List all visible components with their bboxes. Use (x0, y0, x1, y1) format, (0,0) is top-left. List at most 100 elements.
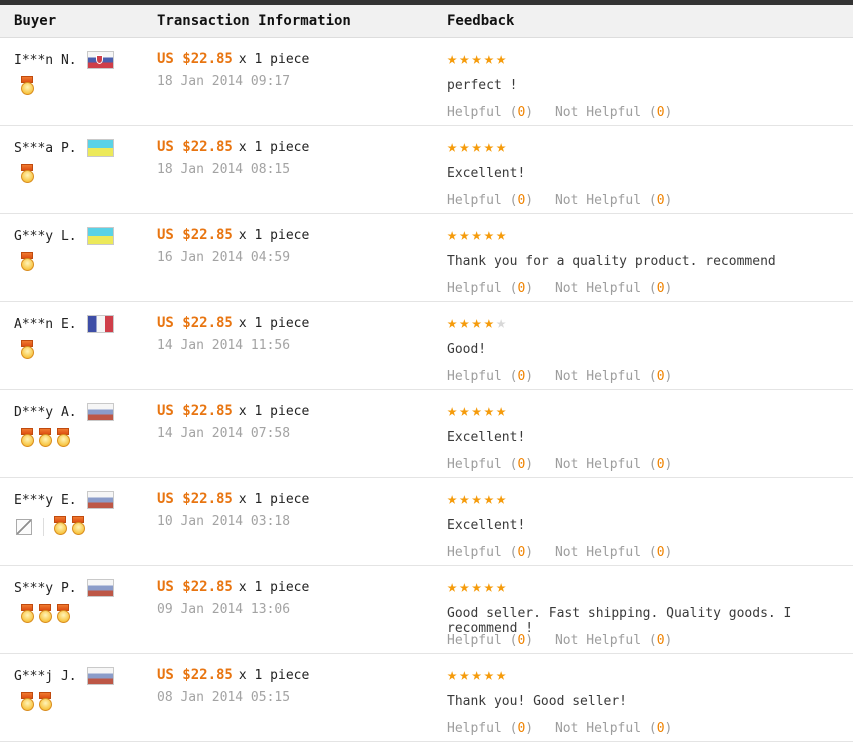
star-icon: ★ (471, 225, 482, 245)
star-icon: ★ (496, 401, 507, 421)
order-quantity: x 1 piece (238, 140, 310, 155)
feedback-cell: ★ ★ ★ ★ ★ perfect ! Helpful (0) Not Helpful … (447, 51, 853, 125)
buyer-name: G***y L. (14, 228, 77, 244)
star-icon: ★ (447, 137, 458, 157)
feedback-cell: ★ ★ ★ ★ ★ Thank you! Good seller! Helpful (0… (447, 667, 853, 741)
star-icon: ★ (483, 137, 494, 157)
star-icon: ★ (459, 401, 470, 421)
medal-icon (38, 603, 52, 623)
table-top-border (0, 0, 853, 5)
buyer-cell: D***y A. (14, 403, 157, 477)
medal-icon (38, 427, 52, 447)
medal-icon (56, 427, 70, 447)
star-icon: ★ (447, 577, 458, 597)
helpful-count: 0 (517, 721, 526, 736)
star-icon: ★ (471, 137, 482, 157)
star-icon: ★ (496, 489, 507, 509)
order-quantity: x 1 piece (238, 228, 310, 243)
star-icon: ★ (459, 137, 470, 157)
medal-icon (38, 691, 52, 711)
column-header-transaction: Transaction Information (157, 13, 351, 29)
feedback-comment: Excellent! (447, 430, 526, 445)
not-helpful-count: 0 (656, 633, 665, 648)
transaction-cell: US $22.85 x 1 piece 09 Jan 2014 13:06 (157, 579, 447, 653)
order-date: 18 Jan 2014 08:15 (157, 162, 291, 177)
feedback-comment: Good! (447, 342, 487, 357)
country-flag-icon (86, 227, 114, 245)
not-helpful-button[interactable]: Not Helpful (0) (554, 457, 673, 472)
medal-icon (20, 691, 34, 711)
feedback-comment: Thank you for a quality product. recomme… (447, 254, 776, 269)
star-icon: ★ (471, 49, 482, 69)
not-helpful-button[interactable]: Not Helpful (0) (554, 369, 673, 384)
helpful-count: 0 (517, 457, 526, 472)
feedback-cell: ★ ★ ★ ★ ★ Excellent! Helpful (0) Not Helpful… (447, 491, 853, 565)
star-icon: ★ (471, 489, 482, 509)
buyer-name: I***n N. (14, 52, 77, 68)
not-helpful-button[interactable]: Not Helpful (0) (554, 281, 673, 296)
star-rating: ★ ★ ★ ★ ★ (447, 403, 853, 421)
star-icon: ★ (459, 313, 470, 333)
order-date: 10 Jan 2014 03:18 (157, 514, 291, 529)
buyer-name: A***n E. (14, 316, 77, 332)
medal-icons (20, 163, 38, 187)
star-icon: ★ (483, 313, 494, 333)
feedback-list: I***n N. US $22.85 x 1 piece 18 Jan 2014 … (0, 38, 853, 742)
buyer-cell: S***a P. (14, 139, 157, 213)
buyer-badges (14, 691, 157, 713)
helpful-button[interactable]: Helpful (0) (447, 721, 534, 736)
order-price: US $22.85 (157, 579, 233, 595)
star-icon: ★ (496, 49, 507, 69)
table-header: Buyer Transaction Information Feedback (0, 5, 853, 38)
helpful-button[interactable]: Helpful (0) (447, 457, 534, 472)
transaction-cell: US $22.85 x 1 piece 10 Jan 2014 03:18 (157, 491, 447, 565)
order-price: US $22.85 (157, 139, 233, 155)
buyer-cell: G***j J. (14, 667, 157, 741)
star-icon: ★ (459, 489, 470, 509)
transaction-cell: US $22.85 x 1 piece 14 Jan 2014 11:56 (157, 315, 447, 389)
helpful-button[interactable]: Helpful (0) (447, 281, 534, 296)
feedback-cell: ★ ★ ★ ★ ★ Excellent! Helpful (0) Not Helpful… (447, 403, 853, 477)
not-helpful-count: 0 (656, 545, 665, 560)
order-date: 18 Jan 2014 09:17 (157, 74, 291, 89)
medal-icon (20, 75, 34, 95)
buyer-name: E***y E. (14, 492, 77, 508)
star-icon: ★ (471, 577, 482, 597)
not-helpful-button[interactable]: Not Helpful (0) (554, 721, 673, 736)
not-helpful-count: 0 (656, 105, 665, 120)
feedback-comment: perfect ! (447, 78, 518, 93)
buyer-name: S***y P. (14, 580, 77, 596)
helpful-button[interactable]: Helpful (0) (447, 105, 534, 120)
not-helpful-button[interactable]: Not Helpful (0) (554, 193, 673, 208)
not-helpful-count: 0 (656, 281, 665, 296)
helpful-count: 0 (517, 281, 526, 296)
star-icon: ★ (447, 225, 458, 245)
star-icon: ★ (496, 137, 507, 157)
column-header-buyer: Buyer (14, 13, 57, 29)
order-date: 16 Jan 2014 04:59 (157, 250, 291, 265)
buyer-cell: S***y P. (14, 579, 157, 653)
broken-image-icon (16, 519, 32, 535)
buyer-badges (14, 75, 157, 97)
not-helpful-button[interactable]: Not Helpful (0) (554, 105, 673, 120)
star-icon: ★ (483, 401, 494, 421)
star-icon: ★ (447, 401, 458, 421)
order-price: US $22.85 (157, 227, 233, 243)
star-rating: ★ ★ ★ ★ ★ (447, 227, 853, 245)
feedback-cell: ★ ★ ★ ★ ★ Good seller. Fast shipping. Qualit… (447, 579, 853, 653)
helpful-count: 0 (517, 545, 526, 560)
helpful-button[interactable]: Helpful (0) (447, 545, 534, 560)
feedback-row: I***n N. US $22.85 x 1 piece 18 Jan 2014 … (0, 38, 853, 126)
order-price: US $22.85 (157, 51, 233, 67)
medal-icons (20, 339, 38, 363)
not-helpful-button[interactable]: Not Helpful (0) (554, 633, 673, 648)
star-icon: ★ (459, 49, 470, 69)
medal-icon (56, 603, 70, 623)
helpful-button[interactable]: Helpful (0) (447, 193, 534, 208)
not-helpful-button[interactable]: Not Helpful (0) (554, 545, 673, 560)
helpful-button[interactable]: Helpful (0) (447, 633, 534, 648)
star-icon: ★ (471, 313, 482, 333)
order-quantity: x 1 piece (238, 492, 310, 507)
star-icon: ★ (471, 401, 482, 421)
helpful-button[interactable]: Helpful (0) (447, 369, 534, 384)
